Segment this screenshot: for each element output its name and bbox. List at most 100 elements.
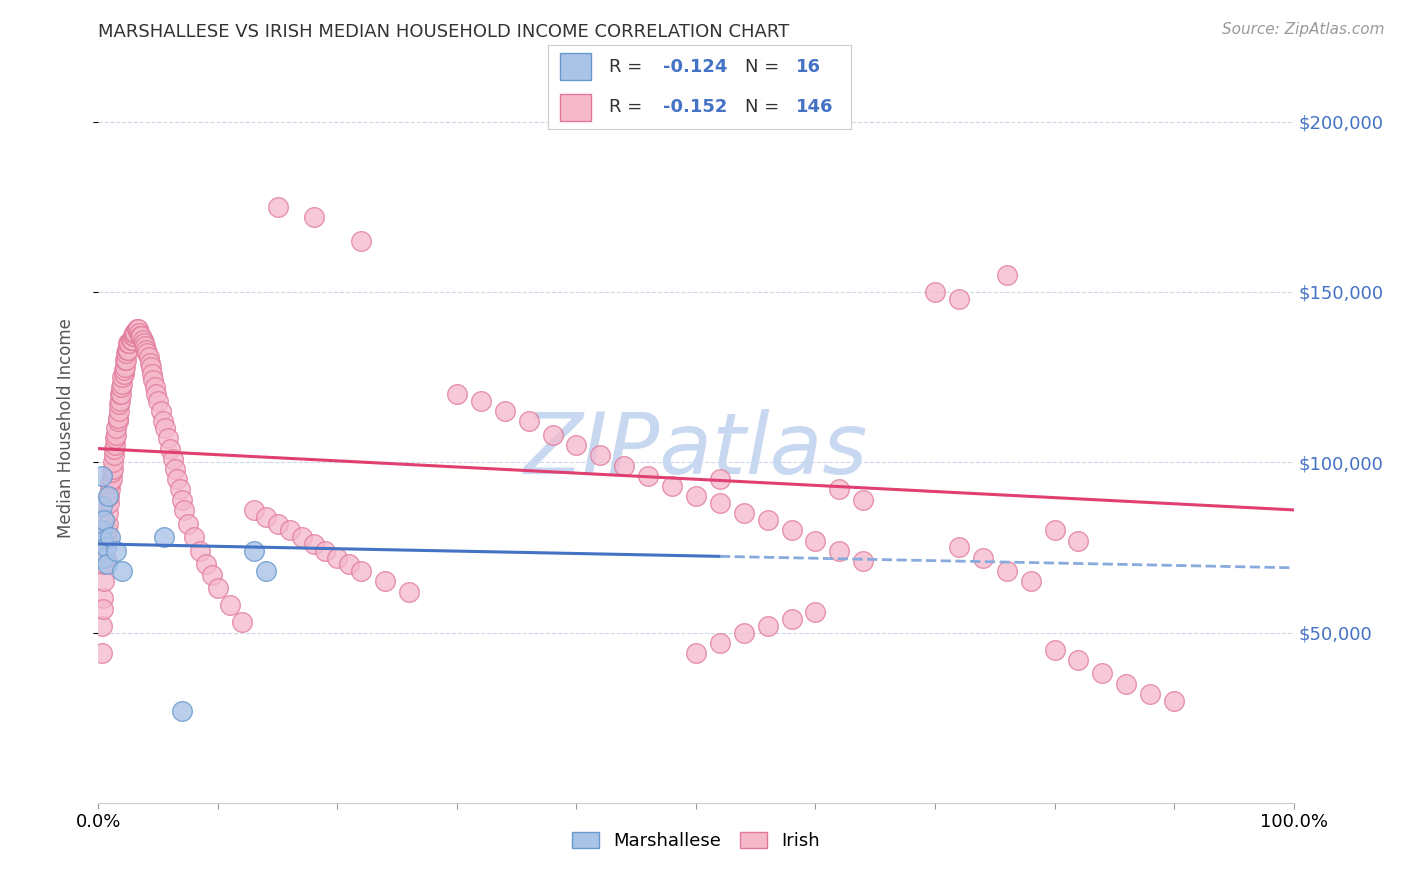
- Point: [91, 591, 114, 606]
- Point: [169, 483, 191, 497]
- Point: [1067, 533, 1090, 548]
- Point: [100, 466, 122, 480]
- Point: [756, 513, 779, 527]
- Point: [231, 615, 253, 630]
- Point: [91, 646, 114, 660]
- Point: [101, 455, 124, 469]
- Point: [733, 506, 755, 520]
- Point: [291, 530, 314, 544]
- Legend: Marshallese, Irish: Marshallese, Irish: [565, 825, 827, 857]
- Point: [107, 414, 129, 428]
- Point: [201, 567, 224, 582]
- Point: [709, 496, 731, 510]
- FancyBboxPatch shape: [561, 54, 591, 80]
- Point: [100, 472, 122, 486]
- Text: ZIPatlas: ZIPatlas: [524, 409, 868, 492]
- Point: [243, 543, 266, 558]
- Point: [108, 393, 131, 408]
- Point: [134, 339, 156, 353]
- Point: [780, 524, 803, 538]
- Text: R =: R =: [609, 58, 643, 76]
- Point: [94, 541, 117, 555]
- Point: [115, 343, 138, 357]
- Y-axis label: Median Household Income: Median Household Income: [56, 318, 75, 538]
- Point: [1043, 642, 1066, 657]
- Point: [120, 333, 142, 347]
- Point: [172, 704, 194, 718]
- Point: [112, 363, 135, 377]
- Point: [350, 564, 373, 578]
- Text: R =: R =: [609, 98, 643, 116]
- Point: [105, 421, 128, 435]
- Point: [111, 376, 134, 391]
- Point: [155, 421, 177, 435]
- Point: [125, 322, 148, 336]
- Point: [350, 234, 373, 248]
- Text: MARSHALLESE VS IRISH MEDIAN HOUSEHOLD INCOME CORRELATION CHART: MARSHALLESE VS IRISH MEDIAN HOUSEHOLD IN…: [98, 23, 790, 41]
- Point: [104, 431, 127, 445]
- Point: [1139, 687, 1161, 701]
- Point: [131, 329, 153, 343]
- Point: [183, 530, 205, 544]
- Point: [207, 581, 229, 595]
- Point: [138, 350, 160, 364]
- Point: [156, 431, 179, 445]
- Point: [162, 451, 184, 466]
- Point: [1019, 574, 1042, 589]
- Point: [124, 326, 146, 340]
- Point: [129, 329, 152, 343]
- Point: [995, 564, 1018, 578]
- Point: [114, 359, 136, 374]
- Point: [103, 442, 125, 456]
- Point: [97, 489, 120, 503]
- Point: [98, 475, 122, 490]
- Point: [118, 336, 141, 351]
- Point: [107, 404, 129, 418]
- Point: [852, 492, 875, 507]
- Text: -0.152: -0.152: [664, 98, 727, 116]
- Point: [96, 530, 118, 544]
- Point: [139, 356, 162, 370]
- Point: [267, 516, 290, 531]
- Point: [143, 380, 166, 394]
- Point: [339, 558, 361, 572]
- Point: [121, 333, 143, 347]
- Point: [517, 414, 540, 428]
- Point: [1067, 653, 1090, 667]
- Point: [733, 625, 755, 640]
- Point: [177, 516, 200, 531]
- Point: [93, 513, 115, 527]
- Point: [828, 483, 851, 497]
- Point: [972, 550, 994, 565]
- Point: [117, 343, 139, 357]
- Point: [105, 428, 128, 442]
- Point: [254, 564, 277, 578]
- Point: [111, 370, 134, 384]
- Point: [111, 564, 134, 578]
- Point: [637, 468, 659, 483]
- Text: N =: N =: [745, 58, 779, 76]
- Point: [254, 509, 277, 524]
- Point: [122, 329, 145, 343]
- Point: [267, 200, 290, 214]
- FancyBboxPatch shape: [561, 94, 591, 120]
- Point: [127, 322, 149, 336]
- Point: [132, 336, 155, 351]
- Point: [91, 500, 114, 514]
- Point: [107, 411, 129, 425]
- Point: [136, 346, 159, 360]
- Point: [142, 374, 165, 388]
- Point: [948, 292, 970, 306]
- Point: [159, 442, 181, 456]
- Point: [128, 326, 150, 340]
- Point: [139, 359, 162, 374]
- Point: [104, 438, 127, 452]
- Point: [219, 599, 242, 613]
- Point: [91, 524, 114, 538]
- Point: [446, 387, 468, 401]
- Point: [948, 541, 970, 555]
- Point: [685, 489, 707, 503]
- Point: [93, 558, 115, 572]
- Point: [103, 449, 125, 463]
- Point: [804, 605, 827, 619]
